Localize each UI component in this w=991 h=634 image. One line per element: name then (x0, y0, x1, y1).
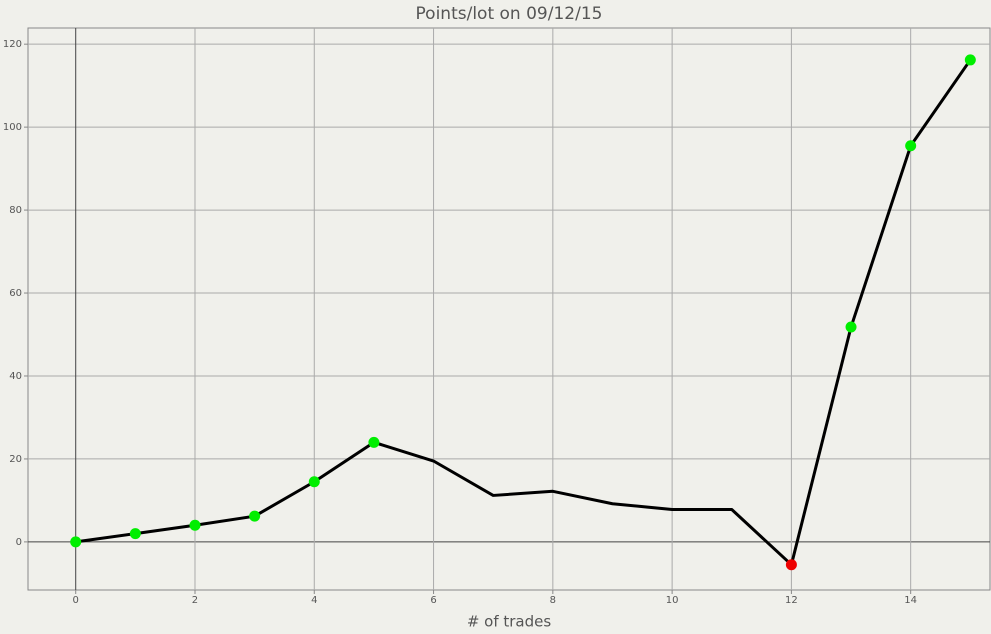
y-tick-label: 0 (16, 537, 22, 548)
chart-title: Points/lot on 09/12/15 (416, 4, 603, 24)
x-tick-label: 8 (550, 595, 556, 606)
plot-frame (27, 27, 991, 591)
point (189, 519, 201, 531)
x-tick-label: 10 (666, 595, 679, 606)
point (129, 528, 141, 540)
x-tick-label: 14 (904, 595, 917, 606)
line (75, 59, 972, 567)
point (70, 536, 82, 548)
point (845, 321, 857, 333)
point (905, 140, 917, 152)
x-tick-label: 12 (785, 595, 798, 606)
y-tick-label: 60 (9, 288, 22, 299)
y-tick-label: 40 (9, 371, 22, 382)
y-tick-label: 80 (9, 205, 22, 216)
x-tick-label: 6 (430, 595, 436, 606)
point (368, 436, 380, 448)
x-tick-label: 2 (192, 595, 198, 606)
y-tick-label: 120 (3, 39, 22, 50)
y-tick-label: 100 (3, 122, 22, 133)
point (785, 559, 797, 571)
point (249, 510, 261, 522)
point (308, 476, 320, 488)
point (964, 54, 976, 66)
y-tick-label: 20 (9, 454, 22, 465)
x-axis-label: # of trades (467, 613, 552, 631)
x-tick-label: 0 (73, 595, 79, 606)
x-tick-label: 4 (311, 595, 317, 606)
